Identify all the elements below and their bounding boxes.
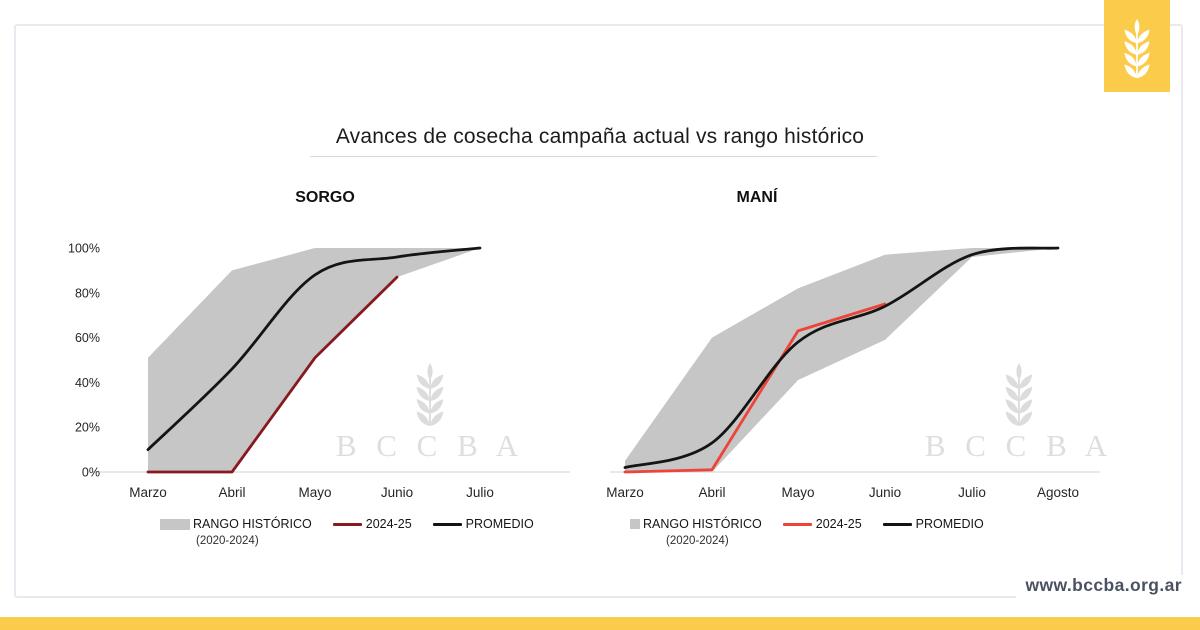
svg-text:80%: 80%	[75, 286, 100, 300]
svg-text:Mayo: Mayo	[298, 485, 331, 500]
svg-text:Julio: Julio	[466, 485, 494, 500]
mani-plot-area: Marzo Abril Mayo Junio Julio Agosto	[606, 246, 1100, 500]
legend-mani: RANGO HISTÓRICO (2020-2024) 2024-25 PROM…	[630, 515, 984, 547]
current-line-swatch	[782, 522, 812, 526]
bottom-accent-bar	[0, 617, 1200, 630]
legend-item-current: 2024-25	[782, 515, 862, 533]
svg-text:Abril: Abril	[698, 485, 725, 500]
svg-text:Marzo: Marzo	[129, 485, 167, 500]
legend-average-label: PROMEDIO	[465, 517, 534, 531]
svg-text:Agosto: Agosto	[1037, 485, 1079, 500]
range-band-swatch	[160, 518, 190, 530]
legend-item-average: PROMEDIO	[882, 515, 984, 533]
average-line-swatch	[432, 522, 462, 526]
svg-text:Junio: Junio	[381, 485, 413, 500]
wheat-spike-icon	[1117, 18, 1157, 80]
brand-logo-square	[1104, 0, 1170, 92]
sorgo-plot-area: Marzo Abril Mayo Junio Julio 0% 20% 40% 60% 80% 10…	[68, 242, 570, 500]
legend-range-sublabel: (2020-2024)	[196, 535, 259, 547]
chart-title-sorgo: SORGO	[295, 189, 355, 206]
svg-text:Abril: Abril	[218, 485, 245, 500]
card-border	[14, 24, 1183, 598]
svg-text:20%: 20%	[75, 421, 100, 435]
svg-text:40%: 40%	[75, 376, 100, 390]
page-title: Avances de cosecha campaña actual vs ran…	[335, 125, 865, 148]
svg-text:0%: 0%	[82, 466, 100, 480]
current-line-swatch	[332, 522, 362, 526]
legend-range-sublabel: (2020-2024)	[666, 535, 729, 547]
legend-range-label: RANGO HISTÓRICO	[193, 517, 312, 531]
legend-sorgo: RANGO HISTÓRICO (2020-2024) 2024-25 PROM…	[160, 515, 534, 547]
svg-text:60%: 60%	[75, 331, 100, 345]
range-band-swatch	[630, 519, 640, 529]
average-line-swatch	[882, 522, 912, 526]
legend-item-range: RANGO HISTÓRICO (2020-2024)	[630, 515, 762, 547]
svg-text:Julio: Julio	[958, 485, 986, 500]
svg-text:Junio: Junio	[869, 485, 901, 500]
chart-title-mani: MANÍ	[736, 189, 778, 206]
legend-item-range: RANGO HISTÓRICO (2020-2024)	[160, 515, 312, 547]
legend-item-average: PROMEDIO	[432, 515, 534, 533]
legend-average-label: PROMEDIO	[915, 517, 984, 531]
title-underline	[310, 156, 877, 157]
website-url: www.bccba.org.ar	[1015, 575, 1184, 600]
legend-range-label: RANGO HISTÓRICO	[643, 517, 762, 531]
legend-current-label: 2024-25	[365, 517, 412, 531]
legend-item-current: 2024-25	[332, 515, 412, 533]
svg-text:Marzo: Marzo	[606, 485, 644, 500]
svg-text:Mayo: Mayo	[781, 485, 814, 500]
legend-current-label: 2024-25	[815, 517, 862, 531]
svg-text:100%: 100%	[68, 242, 100, 256]
